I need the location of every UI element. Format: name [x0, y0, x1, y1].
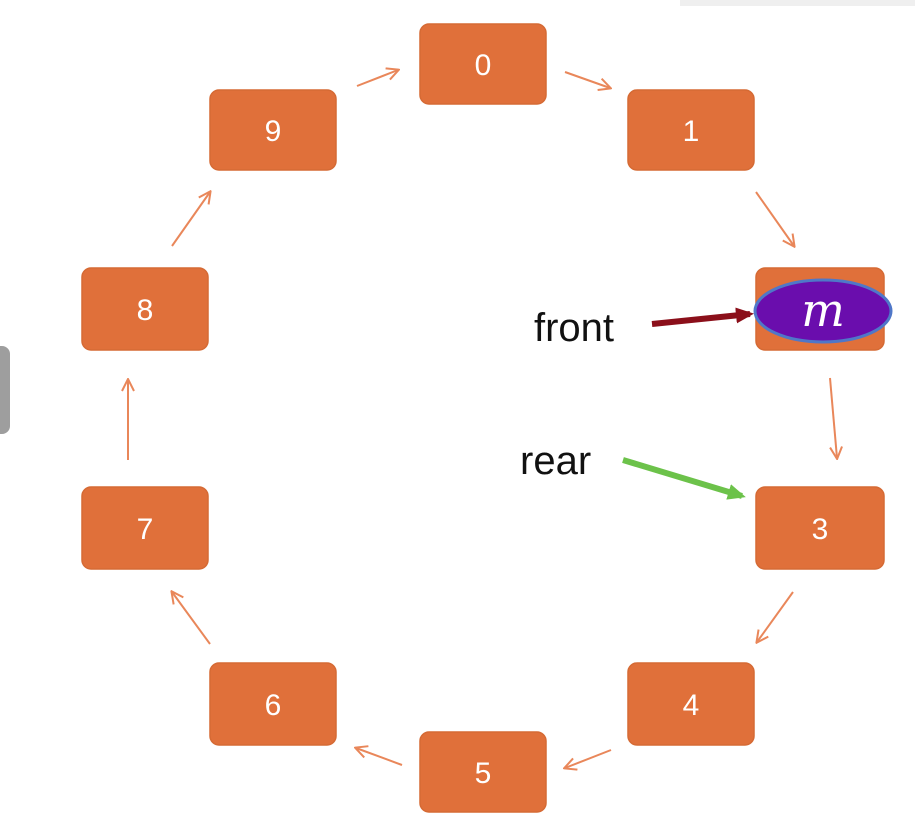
slot-label: 1 [683, 115, 700, 148]
queue-slot-2: m [753, 267, 893, 351]
slot-box [81, 486, 209, 570]
ring-arrow-5-to-6 [565, 749, 612, 768]
slot-box [627, 89, 755, 171]
rear-pointer: rear [520, 439, 746, 500]
slot-box [81, 267, 209, 351]
rear-arrow [622, 457, 746, 500]
ring-arrow-7-to-8 [172, 592, 211, 645]
front-pointer: front [534, 306, 754, 350]
slot-box [627, 662, 755, 746]
ring-arrow-9-to-0 [171, 192, 210, 247]
slot-label: 6 [265, 689, 282, 722]
queue-slot-4: 4 [627, 662, 755, 746]
front-label: front [534, 306, 614, 350]
ring-arrow-4-to-5 [757, 591, 794, 642]
stored-value-ellipse [753, 278, 893, 344]
slot-label: 4 [683, 689, 700, 722]
queue-slot-9: 9 [209, 89, 337, 171]
ring-arrow-0-to-1 [356, 70, 398, 87]
queue-slot-0: 0 [419, 23, 547, 105]
queue-slot-3: 3 [755, 486, 885, 570]
slot-box [419, 23, 547, 105]
top-edge-bar [680, 0, 915, 6]
slot-label: 3 [812, 513, 829, 546]
queue-slot-7: 7 [81, 486, 209, 570]
slot-label: 8 [137, 294, 154, 327]
slot-label: 9 [265, 115, 282, 148]
side-handle[interactable] [0, 346, 10, 434]
slot-box [419, 731, 547, 813]
slot-label: 7 [137, 513, 154, 546]
slot-box [209, 89, 337, 171]
stored-value-label: m [801, 283, 845, 337]
rear-label: rear [520, 439, 591, 483]
ring-arrow-1-to-2 [564, 71, 610, 88]
slot-box [755, 486, 885, 570]
ring-arrow-3-to-4 [829, 377, 837, 458]
slot-label: 5 [475, 757, 492, 790]
front-arrow [651, 307, 754, 327]
queue-slots: 0 1 m 3 4 5 6 7 8 9 [81, 23, 893, 813]
queue-pointers: front rear [520, 306, 754, 500]
slot-box [209, 662, 337, 746]
ring-arrow-2-to-3 [755, 191, 794, 246]
ring-arrows [128, 70, 837, 768]
queue-slot-8: 8 [81, 267, 209, 351]
queue-slot-6: 6 [209, 662, 337, 746]
slot-label: 0 [475, 49, 492, 82]
ring-arrow-6-to-7 [356, 748, 403, 766]
queue-slot-1: 1 [627, 89, 755, 171]
queue-slot-5: 5 [419, 731, 547, 813]
